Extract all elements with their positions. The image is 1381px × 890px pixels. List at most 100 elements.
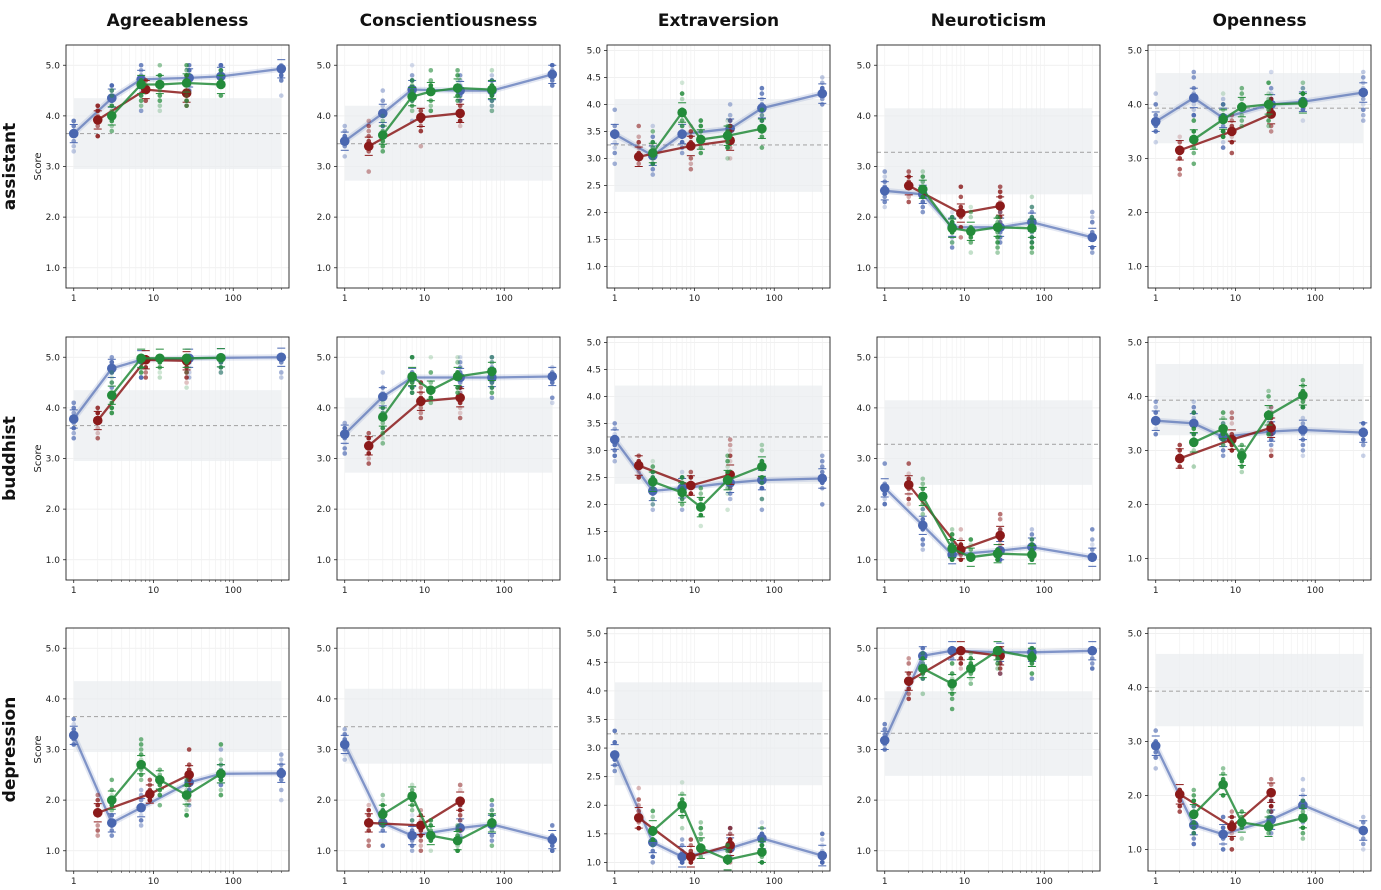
sample-point [278, 93, 284, 98]
sample-point [1300, 421, 1306, 426]
sample-point [409, 83, 415, 88]
series-green [647, 442, 767, 529]
sample-point [968, 204, 974, 210]
sample-point [1089, 250, 1095, 255]
sample-point [819, 458, 825, 464]
sample-point [428, 68, 434, 73]
sample-point [428, 354, 434, 360]
sample-point [1153, 91, 1159, 96]
x-tick-label: 1 [612, 294, 618, 304]
mean-point [68, 730, 79, 741]
sample-point [409, 78, 415, 83]
sample-point [1300, 830, 1306, 836]
y-tick-label: 4.0 [46, 404, 61, 414]
row-title: assistant [0, 123, 20, 210]
y-tick-label: 5.0 [46, 644, 61, 654]
sample-point [489, 838, 495, 843]
sample-point [549, 380, 555, 385]
y-tick-label: 4.5 [587, 73, 601, 83]
mean-point [377, 391, 388, 402]
column-title: Conscientiousness [360, 11, 538, 31]
mean-point [677, 107, 687, 118]
y-tick-label: 1.0 [1128, 554, 1143, 564]
panel: 1.0 2.0 3.0 4.0 5.0 1 10 100 [1128, 627, 1372, 887]
sample-point [342, 420, 348, 426]
sample-point [186, 762, 192, 767]
sample-point [418, 410, 424, 416]
sample-point [1266, 830, 1271, 836]
y-tick-label: 2.0 [317, 213, 332, 223]
sample-point [457, 360, 463, 365]
mean-point [1150, 740, 1161, 751]
sample-point [278, 78, 284, 83]
y-tick-label: 1.0 [857, 264, 872, 274]
sample-point [455, 828, 460, 833]
sample-point [1191, 825, 1197, 831]
sample-point [366, 169, 372, 174]
sample-point [650, 129, 656, 134]
y-tick-label: 4.0 [1128, 392, 1143, 402]
y-tick-label: 5.0 [317, 644, 332, 654]
mean-point [455, 108, 465, 119]
sample-point [1220, 129, 1226, 134]
sample-point [679, 80, 685, 86]
mean-point [407, 791, 417, 801]
sample-point [727, 112, 733, 118]
sample-point [428, 78, 434, 83]
sample-point [218, 370, 224, 375]
sample-point [679, 475, 685, 480]
sample-point [725, 507, 730, 513]
mean-point [903, 676, 914, 686]
sample-point [71, 430, 77, 436]
sample-point [759, 475, 765, 480]
sample-point [759, 85, 765, 91]
x-tick-label: 100 [225, 877, 242, 886]
sample-point [949, 691, 955, 697]
mean-point [487, 84, 497, 95]
sample-point [184, 103, 189, 109]
sample-point [949, 527, 955, 532]
sample-point [71, 400, 77, 406]
sample-point [1268, 442, 1274, 448]
sample-point [1266, 123, 1271, 129]
sample-point [819, 837, 825, 842]
sample-point [920, 511, 926, 517]
sample-point [949, 219, 955, 225]
sample-point [380, 143, 386, 149]
y-tick-label: 2.0 [46, 505, 61, 515]
mean-point [1298, 425, 1308, 435]
sample-point [409, 108, 415, 114]
panel: 1.0 2.0 3.0 4.0 5.0 1 10 100 [317, 627, 561, 887]
y-tick-label: 5.0 [1128, 46, 1143, 56]
sample-point [109, 360, 115, 365]
mean-point [377, 130, 388, 140]
sample-point [380, 792, 386, 798]
sample-point [1089, 542, 1095, 547]
sample-point [1177, 809, 1183, 814]
mean-point [276, 63, 287, 74]
sample-point [1191, 464, 1197, 469]
sample-point [968, 651, 974, 656]
sample-point [997, 671, 1003, 676]
y-tick-label: 3.0 [317, 163, 332, 173]
y-tick-label: 5.0 [317, 353, 332, 363]
sample-point [688, 469, 694, 475]
sample-point [882, 174, 888, 179]
mean-point [136, 802, 146, 813]
y-tick-label: 4.0 [857, 112, 872, 122]
sample-point [759, 507, 765, 513]
sample-point [138, 93, 144, 98]
sample-point [1266, 431, 1271, 437]
sample-point [1153, 112, 1159, 118]
mean-point [1188, 93, 1199, 103]
sample-point [455, 385, 460, 390]
sample-point [71, 118, 77, 124]
mean-point [547, 834, 558, 845]
sample-point [71, 400, 77, 406]
x-tick-label: 10 [959, 586, 971, 596]
sample-point [409, 385, 415, 390]
sample-point [1300, 442, 1306, 448]
mean-point [757, 123, 767, 134]
sample-point [157, 62, 163, 68]
